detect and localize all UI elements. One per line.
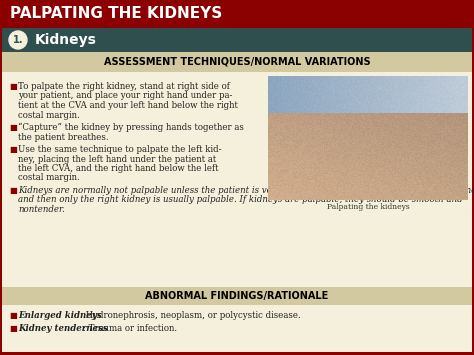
Text: Palpating the kidneys: Palpating the kidneys [327, 203, 410, 211]
Text: costal margin.: costal margin. [18, 110, 80, 120]
FancyBboxPatch shape [2, 52, 472, 72]
FancyBboxPatch shape [2, 287, 472, 305]
Text: ■: ■ [9, 82, 17, 91]
Text: Kidneys are normally not palpable unless the patient is very thin or elderly (ow: Kidneys are normally not palpable unless… [18, 186, 474, 195]
Text: Enlarged kidneys: Enlarged kidneys [18, 311, 101, 320]
Text: your patient, and place your right hand under pa-: your patient, and place your right hand … [18, 92, 232, 100]
Text: PALPATING THE KIDNEYS: PALPATING THE KIDNEYS [10, 6, 222, 22]
Text: Kidney tenderness: Kidney tenderness [18, 324, 108, 333]
Text: 1.: 1. [13, 35, 23, 45]
Text: the patient breathes.: the patient breathes. [18, 132, 109, 142]
Text: : Hydronephrosis, neoplasm, or polycystic disease.: : Hydronephrosis, neoplasm, or polycysti… [80, 311, 301, 320]
FancyBboxPatch shape [0, 0, 474, 28]
Text: ASSESSMENT TECHNIQUES/NORMAL VARIATIONS: ASSESSMENT TECHNIQUES/NORMAL VARIATIONS [104, 57, 370, 67]
Text: and then only the right kidney is usually palpable. If kidneys are palpable, the: and then only the right kidney is usuall… [18, 196, 463, 204]
Text: ■: ■ [9, 123, 17, 132]
Text: tient at the CVA and your left hand below the right: tient at the CVA and your left hand belo… [18, 101, 238, 110]
FancyBboxPatch shape [2, 28, 472, 52]
Text: Use the same technique to palpate the left kid-: Use the same technique to palpate the le… [18, 145, 221, 154]
Text: ABNORMAL FINDINGS/RATIONALE: ABNORMAL FINDINGS/RATIONALE [146, 291, 328, 301]
FancyBboxPatch shape [0, 352, 474, 355]
Text: ■: ■ [9, 186, 17, 195]
Text: “Capture” the kidney by pressing hands together as: “Capture” the kidney by pressing hands t… [18, 123, 244, 132]
FancyBboxPatch shape [2, 305, 472, 353]
Text: ■: ■ [9, 311, 17, 320]
Text: ■: ■ [9, 324, 17, 333]
Text: To palpate the right kidney, stand at right side of: To palpate the right kidney, stand at ri… [18, 82, 230, 91]
Text: costal margin.: costal margin. [18, 174, 80, 182]
Circle shape [9, 31, 27, 49]
Text: ney, placing the left hand under the patient at: ney, placing the left hand under the pat… [18, 154, 216, 164]
FancyBboxPatch shape [2, 72, 472, 305]
Text: nontender.: nontender. [18, 205, 65, 214]
Text: Kidneys: Kidneys [35, 33, 97, 47]
Text: ■: ■ [9, 145, 17, 154]
Text: the left CVA, and the right hand below the left: the left CVA, and the right hand below t… [18, 164, 219, 173]
Text: : Trauma or infection.: : Trauma or infection. [83, 324, 178, 333]
